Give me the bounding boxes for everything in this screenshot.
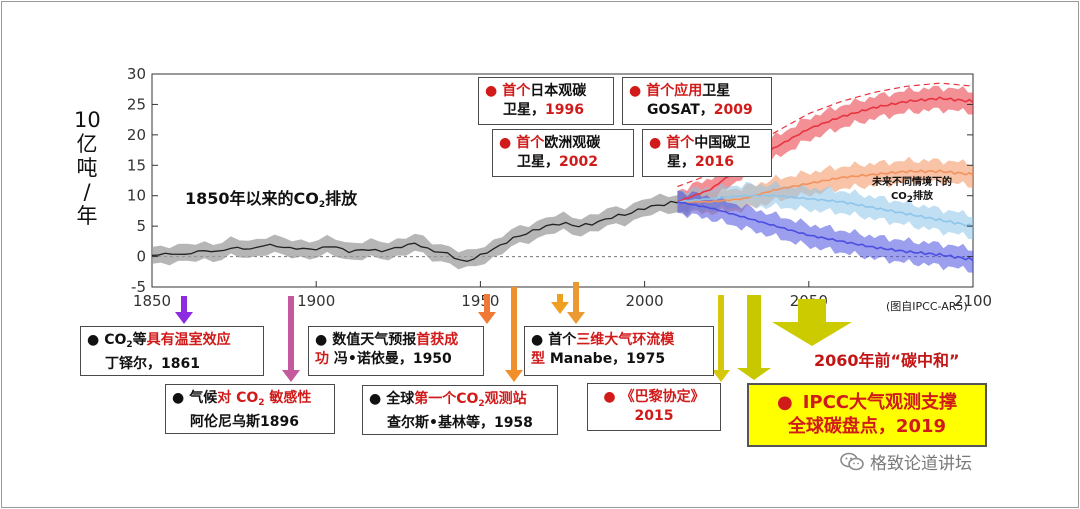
timeline-arrow	[505, 287, 523, 382]
x-tick-label: 2100	[954, 292, 992, 310]
y-tick-label: 25	[127, 95, 146, 113]
y-tick-label: 30	[127, 65, 146, 83]
satellite-japan-box: ● 首个日本观碳 卫星，1996	[478, 77, 614, 125]
y-axis-label-part: 年	[76, 204, 98, 228]
scenario-line	[677, 96, 974, 203]
scenario-line	[677, 201, 974, 262]
arrow-shaft	[557, 294, 563, 304]
timeline-arrow	[175, 296, 193, 324]
timeline-arrow	[567, 282, 585, 324]
arrow-head	[772, 322, 852, 346]
historical-line	[151, 200, 678, 262]
carbon-neutral-label: 2060年前“碳中和”	[814, 351, 960, 370]
y-tick-label: 5	[136, 217, 146, 235]
arrow-head	[282, 370, 300, 382]
arrow-shaft	[288, 296, 294, 372]
arrow-head	[505, 370, 523, 382]
chart-title: 1850年以来的CO2排放	[185, 189, 358, 210]
y-tick-label: 10	[127, 187, 146, 205]
source-note: (图自IPCC-AR5)	[886, 300, 968, 313]
arrow-head	[737, 368, 771, 380]
satellite-china-box: ● 首个中国碳卫 星，2016	[642, 129, 772, 177]
carbon-neutral-arrow	[772, 299, 852, 346]
timeline-arrow	[478, 294, 496, 324]
arrow-shaft	[484, 294, 490, 314]
arrow-head	[478, 312, 496, 324]
timeline-arrow	[737, 295, 771, 380]
x-tick-label: 2000	[626, 292, 664, 310]
arrow-shaft	[511, 287, 517, 372]
arrow-shaft	[181, 296, 187, 314]
y-tick-label: 20	[127, 126, 146, 144]
y-axis-label-part: 吨	[76, 156, 98, 180]
timeline-arrow	[282, 296, 300, 382]
milestone-paris-box: ● 《巴黎协定》 2015	[587, 383, 721, 431]
arrow-head	[712, 370, 730, 382]
arrow-shaft	[718, 295, 724, 372]
scenario-band	[677, 190, 973, 273]
historical-band	[152, 193, 678, 270]
arrow-head	[551, 302, 569, 314]
ipcc-stocktake-box: ● IPCC大气观测支撑 全球碳盘点，2019	[747, 383, 987, 447]
milestone-neumann-box: ● 数值天气预报首获成 功 冯•诺依曼，1950	[308, 326, 484, 376]
y-axis-label-part: 亿	[76, 132, 98, 156]
y-tick-label: -5	[131, 278, 146, 296]
timeline-arrow	[551, 294, 569, 314]
y-tick-label: 15	[127, 156, 146, 174]
arrow-shaft	[747, 295, 761, 370]
future-scenarios-label: 未来不同情境下的 CO2排放	[872, 177, 952, 205]
timeline-arrow	[712, 295, 730, 382]
x-tick-label: 1950	[461, 292, 499, 310]
wechat-icon	[840, 452, 864, 470]
watermark-text: 格致论道讲坛	[870, 454, 972, 474]
arrow-shaft	[573, 282, 579, 314]
scenario-line	[677, 194, 974, 228]
y-tick-label: 0	[136, 248, 146, 266]
watermark: 格致论道讲坛	[840, 449, 972, 474]
y-axis-label: 10 亿 吨 / 年	[74, 108, 101, 228]
scenario-line	[677, 169, 974, 204]
y-axis-label-part: /	[83, 180, 91, 204]
arrow-shaft	[798, 299, 826, 323]
x-tick-label: 1900	[297, 292, 335, 310]
y-axis-label-part: 10	[74, 108, 101, 132]
milestone-tyndall-box: ● CO2等具有温室效应 丁铎尔，1861	[80, 326, 264, 376]
arrow-head	[175, 312, 193, 324]
milestone-arrhenius-box: ● 气候对 CO2 敏感性 阿伦尼乌斯1896	[165, 384, 335, 434]
arrow-head	[567, 312, 585, 324]
x-tick-label: 1850	[133, 292, 171, 310]
satellite-gosat-box: ● 首个应用卫星 GOSAT，2009	[622, 77, 772, 125]
satellite-europe-box: ● 首个欧洲观碳 卫星，2002	[492, 129, 634, 177]
milestone-manabe-box: ● 首个三维大气环流模 型 Manabe，1975	[524, 326, 714, 376]
milestone-keeling-box: ● 全球第一个CO2观测站 查尔斯•基林等，1958	[362, 385, 558, 435]
